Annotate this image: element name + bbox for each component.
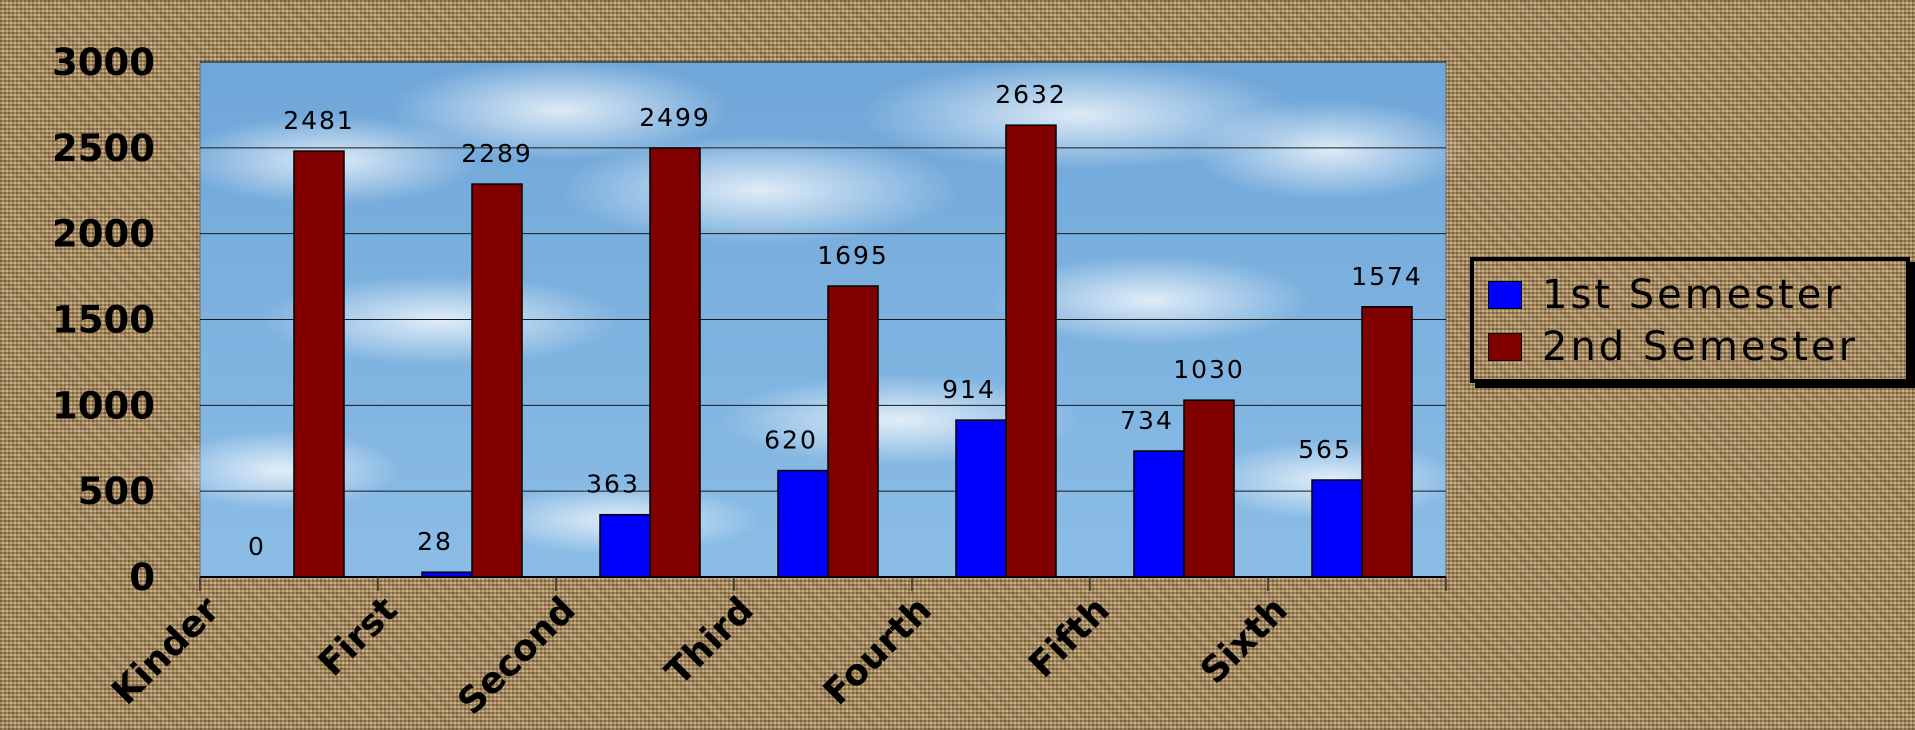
bars (293, 124, 1413, 578)
data-label: 2632 (995, 80, 1067, 109)
x-tick-label: Fifth (1021, 589, 1117, 685)
data-label: 1695 (817, 241, 889, 270)
data-label: 2481 (283, 106, 355, 135)
x-tick-label: Fourth (816, 589, 940, 713)
legend-swatch-1st-semester (1488, 281, 1522, 309)
bar-2nd-semester-fourth (1005, 124, 1057, 578)
data-label: 914 (942, 375, 996, 404)
y-tick-label: 3000 (52, 41, 155, 84)
data-label: 1574 (1351, 262, 1423, 291)
bar-1st-semester-second (599, 513, 651, 578)
legend-item-1st-semester: 1st Semester (1488, 272, 1844, 318)
bar-2nd-semester-kinder (293, 150, 345, 578)
bar-1st-semester-third (777, 469, 829, 578)
bar-2nd-semester-first (471, 183, 523, 578)
x-axis: Kinder First Second Third Fourth Fifth Sixth (104, 576, 1447, 723)
y-tick-label: 0 (129, 556, 155, 599)
x-tick-label: Sixth (1193, 589, 1296, 692)
data-label: 2289 (461, 139, 533, 168)
data-labels: 0 2481 28 2289 363 2499 620 1695 914 2632 734 1030 5… (248, 80, 1423, 561)
x-tick-label: Third (658, 589, 762, 693)
legend-swatch-2nd-semester (1488, 333, 1522, 361)
y-tick-label: 2000 (52, 213, 155, 256)
data-label: 2499 (639, 103, 711, 132)
data-label: 734 (1120, 406, 1174, 435)
bar-1st-semester-sixth (1311, 479, 1363, 578)
plot-area (160, 60, 1470, 578)
data-label: 0 (248, 532, 266, 561)
y-tick-label: 1000 (52, 384, 155, 427)
y-tick-label: 2500 (52, 127, 155, 170)
y-axis: 0 500 1000 1500 2000 2500 3000 (52, 41, 155, 599)
legend-label: 2nd Semester (1542, 324, 1859, 370)
data-label: 620 (764, 426, 818, 455)
legend-label: 1st Semester (1542, 272, 1844, 318)
bar-1st-semester-fourth (955, 419, 1007, 578)
bar-2nd-semester-second (649, 147, 701, 578)
data-label: 1030 (1173, 355, 1245, 384)
y-tick-label: 500 (78, 470, 155, 513)
bar-1st-semester-fifth (1133, 450, 1185, 578)
bar-2nd-semester-fifth (1183, 399, 1235, 578)
data-label: 363 (586, 470, 640, 499)
y-tick-label: 1500 (52, 299, 155, 342)
legend-item-2nd-semester: 2nd Semester (1488, 324, 1859, 370)
bar-2nd-semester-sixth (1361, 306, 1413, 578)
x-tick-label: Kinder (104, 589, 228, 713)
x-tick-label: Second (450, 589, 584, 723)
bar-2nd-semester-third (827, 285, 879, 578)
legend: 1st Semester 2nd Semester (1470, 257, 1910, 383)
data-label: 28 (417, 527, 453, 556)
x-tick-label: First (311, 589, 406, 684)
data-label: 565 (1298, 435, 1352, 464)
